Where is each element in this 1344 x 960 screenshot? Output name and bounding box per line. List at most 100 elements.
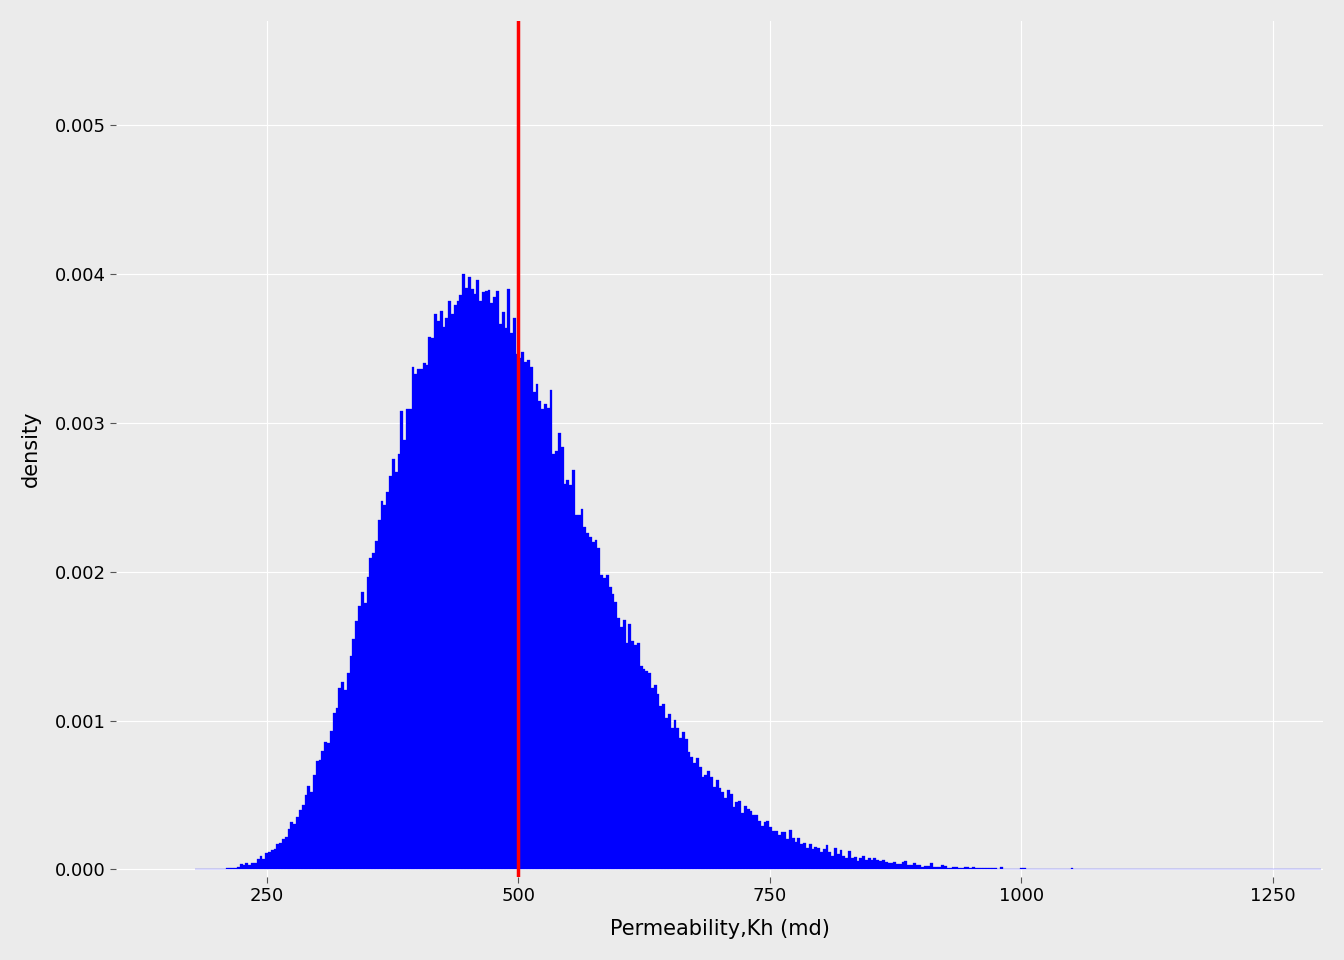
- Bar: [434, 314, 437, 870]
- Bar: [966, 867, 969, 870]
- Bar: [915, 865, 918, 870]
- Bar: [375, 541, 378, 870]
- Bar: [563, 484, 566, 870]
- Bar: [941, 865, 943, 870]
- Bar: [372, 553, 375, 870]
- Bar: [282, 839, 285, 870]
- Bar: [442, 327, 445, 870]
- Bar: [516, 354, 519, 870]
- Bar: [380, 501, 383, 870]
- Bar: [324, 741, 327, 870]
- Bar: [761, 827, 763, 870]
- Bar: [938, 867, 941, 870]
- Bar: [429, 337, 431, 870]
- Bar: [930, 863, 933, 870]
- Bar: [657, 694, 660, 870]
- Bar: [716, 780, 719, 870]
- Bar: [336, 708, 339, 870]
- Y-axis label: density: density: [22, 411, 40, 487]
- Bar: [411, 367, 414, 870]
- Bar: [992, 868, 995, 870]
- Bar: [547, 408, 550, 870]
- Bar: [364, 603, 367, 870]
- Bar: [902, 862, 905, 870]
- Bar: [612, 593, 614, 870]
- Bar: [843, 856, 845, 870]
- Bar: [710, 777, 712, 870]
- Bar: [437, 322, 439, 870]
- Bar: [583, 527, 586, 870]
- Bar: [786, 839, 789, 870]
- Bar: [614, 602, 617, 870]
- Bar: [755, 815, 758, 870]
- Bar: [535, 384, 539, 870]
- Bar: [789, 829, 792, 870]
- Bar: [806, 848, 809, 870]
- Bar: [573, 470, 575, 870]
- Bar: [329, 731, 333, 870]
- Bar: [267, 852, 270, 870]
- Bar: [246, 863, 249, 870]
- Bar: [741, 812, 745, 870]
- Bar: [853, 857, 856, 870]
- Bar: [964, 867, 966, 870]
- Bar: [310, 792, 313, 870]
- Bar: [977, 868, 981, 870]
- Bar: [262, 859, 265, 870]
- Bar: [668, 714, 671, 870]
- Bar: [837, 854, 840, 870]
- Bar: [504, 328, 507, 870]
- Bar: [460, 295, 462, 870]
- Bar: [555, 450, 558, 870]
- Bar: [663, 704, 665, 870]
- Bar: [362, 592, 364, 870]
- Bar: [792, 838, 794, 870]
- Bar: [544, 404, 547, 870]
- Bar: [285, 837, 288, 870]
- Bar: [859, 858, 863, 870]
- Bar: [620, 627, 622, 870]
- Bar: [688, 752, 691, 870]
- Bar: [899, 864, 902, 870]
- Bar: [876, 860, 879, 870]
- Bar: [856, 861, 859, 870]
- Bar: [606, 575, 609, 870]
- Bar: [431, 338, 434, 870]
- Bar: [454, 304, 457, 870]
- Bar: [665, 718, 668, 870]
- Bar: [753, 815, 755, 870]
- Bar: [863, 856, 866, 870]
- Bar: [409, 409, 411, 870]
- Bar: [542, 409, 544, 870]
- Bar: [539, 400, 542, 870]
- Bar: [874, 857, 876, 870]
- Bar: [691, 757, 694, 870]
- Bar: [694, 763, 696, 870]
- Bar: [784, 831, 786, 870]
- Bar: [417, 370, 421, 870]
- Bar: [831, 856, 835, 870]
- Bar: [452, 314, 454, 870]
- Bar: [1000, 867, 1003, 870]
- Bar: [594, 540, 598, 870]
- Bar: [823, 850, 825, 870]
- Bar: [961, 868, 964, 870]
- Bar: [403, 441, 406, 870]
- Bar: [344, 690, 347, 870]
- Bar: [981, 868, 984, 870]
- Bar: [426, 365, 429, 870]
- Bar: [702, 777, 704, 870]
- Bar: [239, 864, 243, 870]
- Bar: [228, 868, 231, 870]
- Bar: [499, 324, 501, 870]
- Bar: [629, 624, 632, 870]
- Bar: [566, 480, 570, 870]
- Bar: [887, 863, 890, 870]
- Bar: [558, 433, 560, 870]
- Bar: [640, 666, 642, 870]
- Bar: [226, 868, 228, 870]
- Bar: [496, 292, 499, 870]
- Bar: [775, 830, 778, 870]
- Bar: [482, 292, 485, 870]
- Bar: [626, 643, 629, 870]
